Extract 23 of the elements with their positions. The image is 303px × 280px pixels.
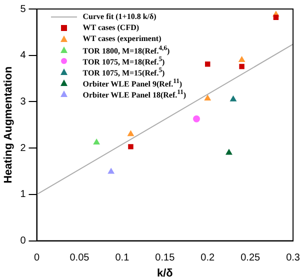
legend-label: WT cases (experiment) [82, 33, 162, 44]
x-tick-label: 0.05 [70, 252, 90, 264]
legend-label: Orbiter WLE Panel 9(Ref.$^{11}$) [82, 78, 182, 90]
x-axis-title: k/δ [156, 267, 174, 280]
x-tick-label: 0.3 [286, 252, 300, 264]
y-tick-label: 3 [20, 96, 26, 108]
x-tick-label: 0.2 [200, 252, 216, 264]
y-tick-label: 1 [20, 189, 26, 200]
legend-label: Curve fit (1+10.8 k/δ) [82, 11, 156, 22]
x-tick-label: 0.1 [115, 252, 130, 264]
y-axis-title: Heating Augmentation [2, 66, 15, 184]
x-tick-label: 0.15 [155, 252, 176, 264]
x-tick-label: 0.25 [240, 252, 260, 264]
legend-label: TOR 1800, M=18(Ref.$^{4,6}$) [82, 44, 170, 56]
legend-label: Orbiter WLE Panel 18(Ref.$^{11}$) [82, 88, 186, 100]
legend-label: TOR 1075, M=15(Ref.$^{5}$) [82, 66, 165, 78]
x-tick-label: 0 [34, 252, 40, 264]
y-tick-label: 5 [20, 4, 26, 15]
legend-label: WT cases (CFD) [82, 22, 140, 33]
y-tick-label: 2 [20, 142, 26, 154]
legend-label: TOR 1075, M=18(Ref.$^{5}$) [82, 56, 165, 68]
y-tick-label: 0 [20, 236, 26, 247]
y-tick-label: 4 [20, 50, 26, 62]
